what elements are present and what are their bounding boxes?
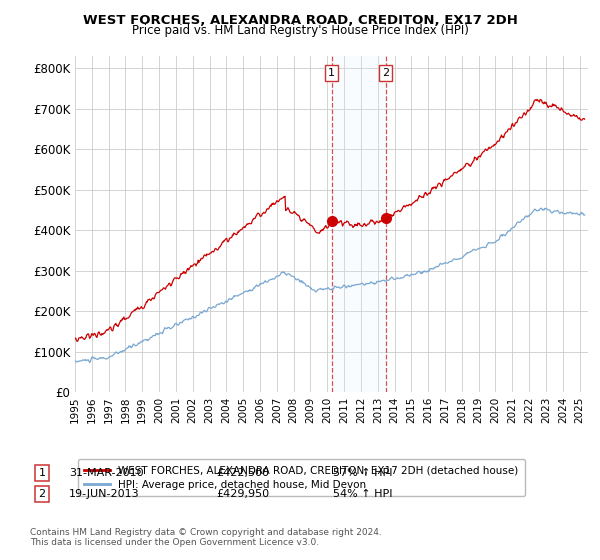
Text: £429,950: £429,950	[216, 489, 269, 499]
Text: Contains HM Land Registry data © Crown copyright and database right 2024.
This d: Contains HM Land Registry data © Crown c…	[30, 528, 382, 547]
Text: WEST FORCHES, ALEXANDRA ROAD, CREDITON, EX17 2DH: WEST FORCHES, ALEXANDRA ROAD, CREDITON, …	[83, 14, 517, 27]
Text: 57% ↑ HPI: 57% ↑ HPI	[333, 468, 392, 478]
Text: 19-JUN-2013: 19-JUN-2013	[69, 489, 140, 499]
Text: Price paid vs. HM Land Registry's House Price Index (HPI): Price paid vs. HM Land Registry's House …	[131, 24, 469, 37]
Legend: WEST FORCHES, ALEXANDRA ROAD, CREDITON, EX17 2DH (detached house), HPI: Average : WEST FORCHES, ALEXANDRA ROAD, CREDITON, …	[77, 459, 525, 496]
Text: 2: 2	[38, 489, 46, 499]
Text: 54% ↑ HPI: 54% ↑ HPI	[333, 489, 392, 499]
Text: 1: 1	[328, 68, 335, 78]
Text: 2: 2	[382, 68, 389, 78]
Bar	[331, 56, 386, 392]
Text: 31-MAR-2010: 31-MAR-2010	[69, 468, 143, 478]
Text: 1: 1	[38, 468, 46, 478]
Text: £422,500: £422,500	[216, 468, 269, 478]
